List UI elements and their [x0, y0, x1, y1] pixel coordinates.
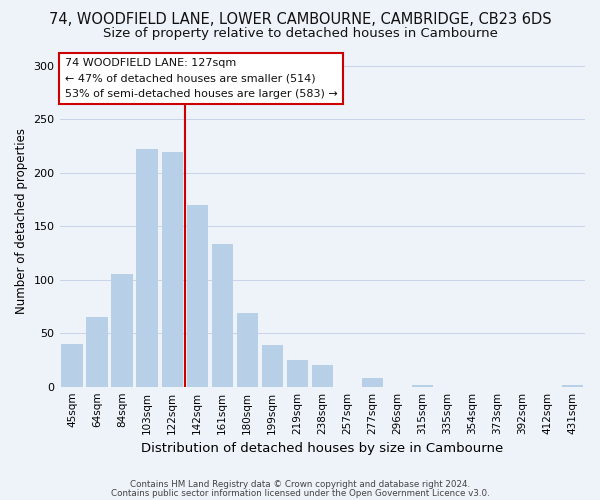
Text: Size of property relative to detached houses in Cambourne: Size of property relative to detached ho…: [103, 28, 497, 40]
Y-axis label: Number of detached properties: Number of detached properties: [15, 128, 28, 314]
Bar: [86, 317, 108, 386]
Bar: [362, 378, 383, 386]
Text: Contains public sector information licensed under the Open Government Licence v3: Contains public sector information licen…: [110, 488, 490, 498]
Bar: [112, 274, 133, 386]
Text: 74, WOODFIELD LANE, LOWER CAMBOURNE, CAMBRIDGE, CB23 6DS: 74, WOODFIELD LANE, LOWER CAMBOURNE, CAM…: [49, 12, 551, 28]
Bar: [187, 205, 208, 386]
Bar: [212, 244, 233, 386]
Bar: [311, 366, 333, 386]
Bar: [161, 152, 183, 386]
Bar: [236, 313, 258, 386]
Bar: [61, 344, 83, 387]
Text: Contains HM Land Registry data © Crown copyright and database right 2024.: Contains HM Land Registry data © Crown c…: [130, 480, 470, 489]
Bar: [412, 384, 433, 386]
X-axis label: Distribution of detached houses by size in Cambourne: Distribution of detached houses by size …: [141, 442, 503, 455]
Bar: [262, 345, 283, 387]
Bar: [287, 360, 308, 386]
Bar: [562, 384, 583, 386]
Bar: [136, 149, 158, 386]
Text: 74 WOODFIELD LANE: 127sqm
← 47% of detached houses are smaller (514)
53% of semi: 74 WOODFIELD LANE: 127sqm ← 47% of detac…: [65, 58, 338, 98]
